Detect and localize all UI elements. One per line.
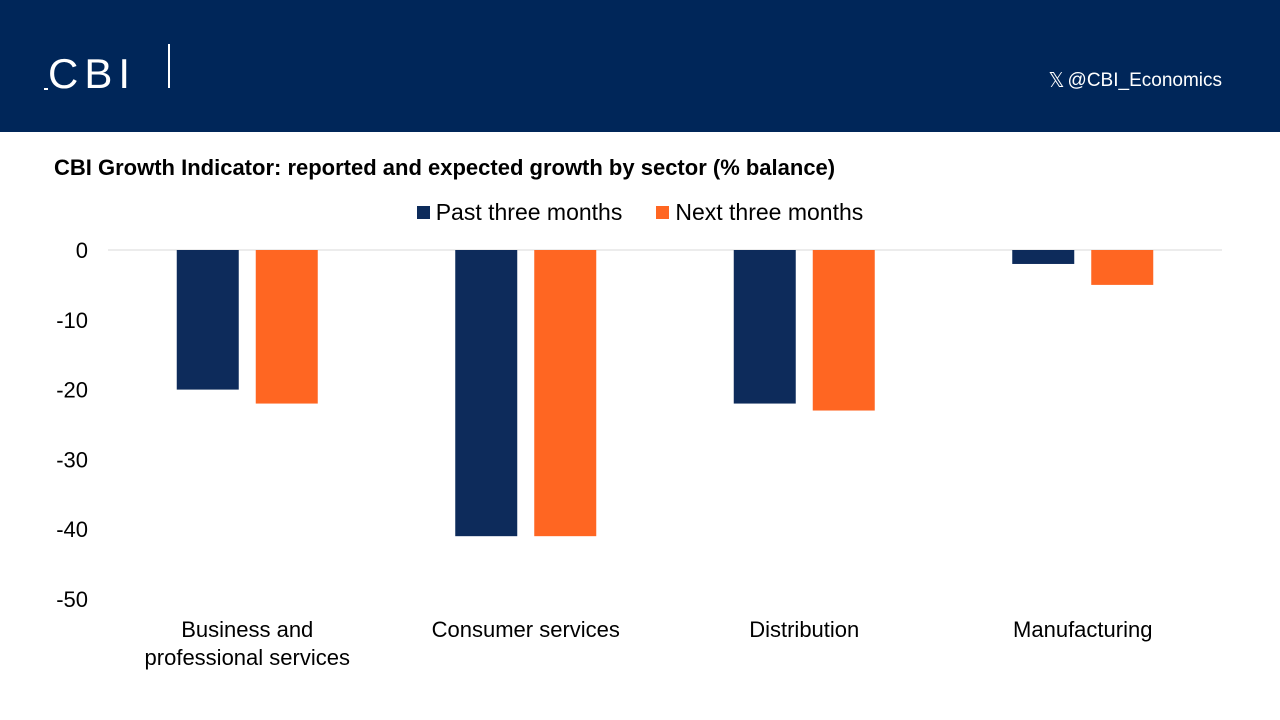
legend-label-next: Next three months bbox=[675, 199, 864, 225]
chart-title: CBI Growth Indicator: reported and expec… bbox=[54, 155, 836, 180]
y-tick-label: 0 bbox=[76, 238, 88, 263]
x-tick-label: Consumer services bbox=[432, 617, 620, 642]
x-icon: 𝕏 bbox=[1048, 70, 1065, 92]
legend-item-past: Past three months bbox=[416, 199, 623, 226]
bar-next-1 bbox=[534, 250, 597, 537]
y-tick-label: -50 bbox=[56, 587, 88, 612]
bar-next-2 bbox=[812, 250, 875, 411]
y-tick-label: -10 bbox=[56, 308, 88, 333]
y-tick-label: -20 bbox=[56, 378, 88, 403]
x-tick-label: Distribution bbox=[749, 617, 859, 642]
social-handle-text: @CBI_Economics bbox=[1067, 70, 1222, 91]
legend-swatch-past bbox=[416, 206, 430, 219]
logo-text: CBI bbox=[48, 50, 136, 92]
x-tick-label: Business and bbox=[181, 617, 313, 642]
bar-next-0 bbox=[255, 250, 318, 404]
y-tick-label: -30 bbox=[56, 447, 88, 472]
y-tick-label: -40 bbox=[56, 517, 88, 542]
bar-next-3 bbox=[1091, 250, 1154, 285]
bar-past-2 bbox=[733, 250, 796, 404]
bar-past-3 bbox=[1012, 250, 1075, 264]
legend-item-next: Next three months bbox=[656, 199, 863, 226]
x-tick-label: professional services bbox=[145, 645, 350, 670]
social-handle[interactable]: 𝕏 @CBI_Economics bbox=[1048, 70, 1222, 92]
header-banner: CBI 𝕏 @CBI_Economics bbox=[0, 0, 1280, 132]
chart-legend: Past three months Next three months bbox=[0, 199, 1280, 226]
bar-past-0 bbox=[176, 250, 239, 390]
x-tick-label: Manufacturing bbox=[1013, 617, 1152, 642]
bar-past-1 bbox=[455, 250, 518, 537]
legend-swatch-next bbox=[656, 206, 670, 219]
legend-label-past: Past three months bbox=[435, 199, 623, 225]
cbi-logo[interactable]: CBI bbox=[44, 44, 174, 92]
